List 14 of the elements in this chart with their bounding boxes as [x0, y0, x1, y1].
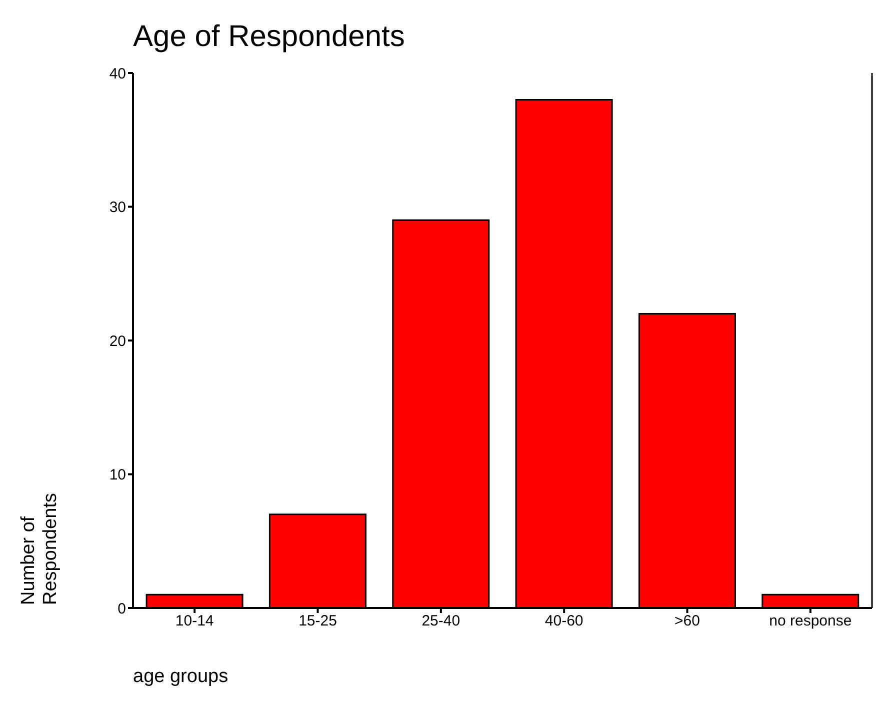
y-tick-label: 0 — [118, 600, 126, 618]
x-axis-title: age groups — [133, 666, 228, 688]
y-axis-title: Number of Respondents — [18, 492, 62, 605]
x-tick-label: >60 — [674, 612, 700, 630]
y-tick-label: 20 — [109, 332, 126, 350]
chart-title: Age of Respondents — [133, 20, 405, 54]
y-tick-label: 30 — [109, 199, 126, 216]
x-tick-label: 40-60 — [544, 612, 584, 630]
y-tick-label: 40 — [109, 65, 126, 82]
x-tick-label: 25-40 — [422, 612, 460, 630]
x-tick-label: 15-25 — [298, 612, 337, 630]
x-tick-label: no response — [769, 612, 852, 630]
y-tick-label: 10 — [109, 466, 126, 484]
x-tick-label: 10-14 — [175, 612, 214, 630]
